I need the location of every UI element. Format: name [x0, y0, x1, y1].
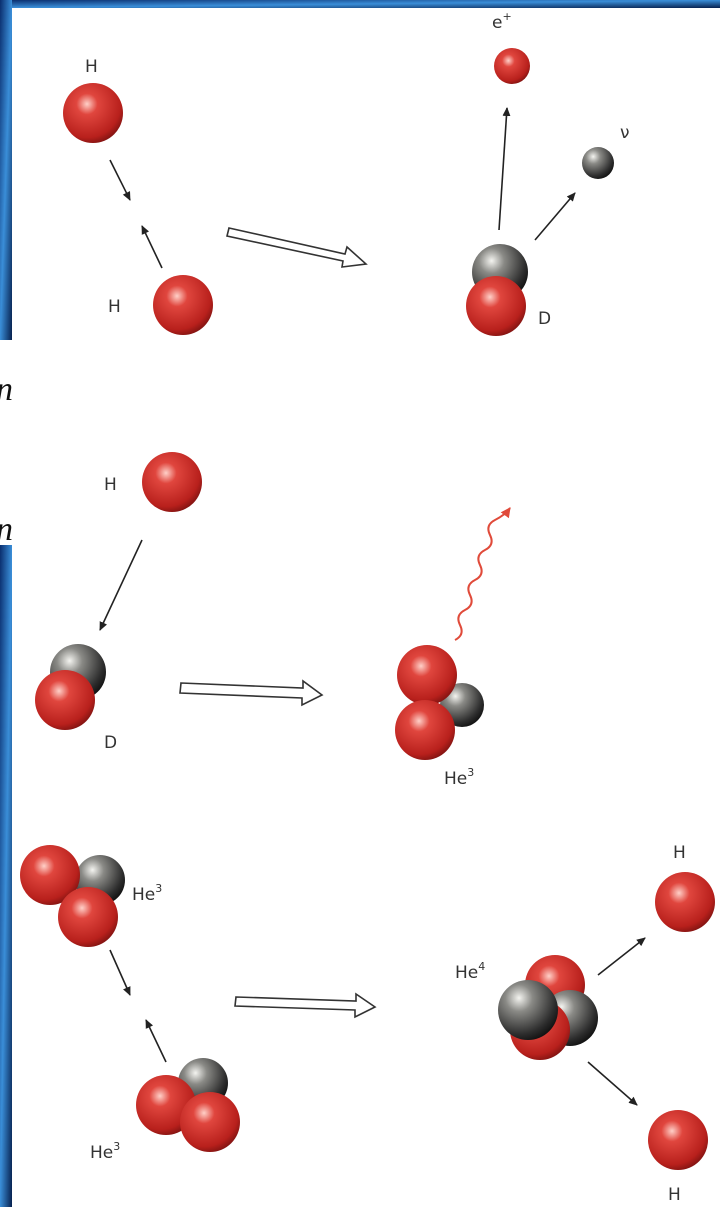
proton [655, 872, 715, 932]
arrow [110, 160, 130, 200]
label-text: He [444, 769, 467, 789]
neutron [498, 980, 558, 1040]
label: He3 [444, 766, 474, 789]
label: He3 [90, 1140, 120, 1163]
arrow [142, 226, 162, 268]
label: e+ [492, 10, 512, 33]
arrow [146, 1020, 166, 1062]
text-fragment: n [0, 511, 13, 548]
label: H [104, 475, 117, 495]
label: D [538, 309, 551, 329]
arrow [598, 938, 645, 975]
diagram: n n H H e+ ν D H D He3 He3 He3 He4 H H [0, 0, 720, 1207]
label: D [104, 733, 117, 753]
label: He4 [455, 960, 485, 983]
reaction-arrow [235, 994, 375, 1017]
label-sup: + [502, 10, 511, 23]
label: H [108, 297, 121, 317]
arrow [535, 193, 575, 240]
label: ν [620, 123, 630, 143]
proton [63, 83, 123, 143]
proton [397, 645, 457, 705]
label: He3 [132, 882, 162, 905]
arrow [588, 1062, 637, 1105]
reaction-arrow [227, 228, 366, 267]
proton [35, 670, 95, 730]
positron [494, 48, 530, 84]
text-fragment: n [0, 371, 13, 408]
proton [180, 1092, 240, 1152]
label: H [85, 57, 98, 77]
label-sup: 3 [113, 1140, 120, 1153]
label: H [673, 843, 686, 863]
step-2: H D He3 [35, 452, 510, 789]
proton [58, 887, 118, 947]
proton [142, 452, 202, 512]
step-3: He3 He3 He4 H H [20, 843, 715, 1205]
label-sup: 3 [155, 882, 162, 895]
arrow [110, 950, 130, 995]
arrow [499, 108, 507, 230]
proton [648, 1110, 708, 1170]
label-text: He [90, 1143, 113, 1163]
label-sup: 3 [467, 766, 474, 779]
proton [466, 276, 526, 336]
proton [153, 275, 213, 335]
proton [395, 700, 455, 760]
neutrino [582, 147, 614, 179]
label-text: He [132, 885, 155, 905]
label-text: e [492, 13, 502, 33]
label-sup: 4 [478, 960, 485, 973]
background-space [0, 0, 720, 1207]
label: H [668, 1185, 681, 1205]
step-1: H H e+ ν D [63, 10, 630, 336]
label-text: He [455, 963, 478, 983]
reaction-arrow [180, 681, 322, 705]
gamma-ray [455, 508, 510, 640]
arrow [100, 540, 142, 630]
